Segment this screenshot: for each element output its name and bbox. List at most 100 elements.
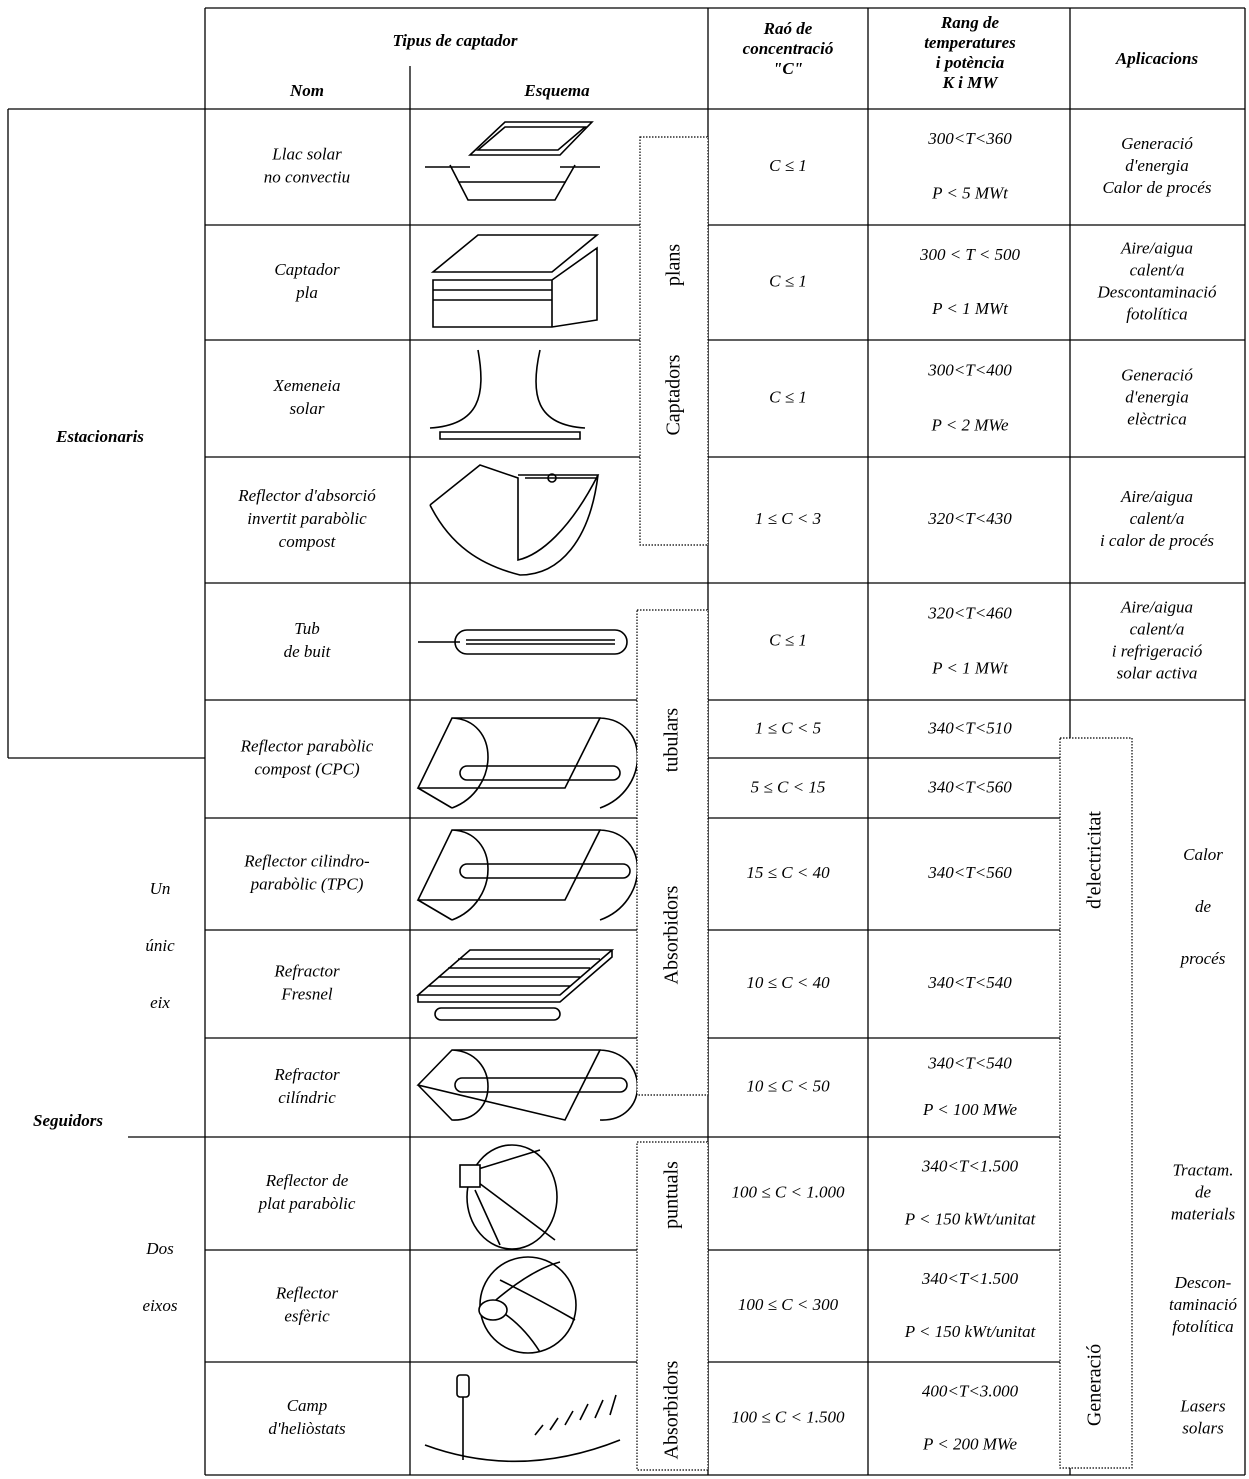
group-sub: eixos <box>143 1296 178 1315</box>
name: Reflector cilindro- <box>243 851 370 870</box>
temperature: 340<T<510 <box>927 718 1012 737</box>
application: de <box>1195 897 1212 916</box>
application: Aire/aigua <box>1120 487 1193 506</box>
header-nom: Nom <box>289 81 324 100</box>
name: de buit <box>284 642 332 661</box>
name: Camp <box>287 1396 328 1415</box>
vertical-label: d'electricitat <box>1084 811 1106 909</box>
vertical-label: plans <box>663 244 685 286</box>
application: solar activa <box>1117 663 1198 682</box>
application: taminació <box>1169 1295 1237 1314</box>
concentration: 100 ≤ C < 1.500 <box>732 1407 845 1426</box>
name: Fresnel <box>280 984 333 1003</box>
header-rao: concentració <box>743 39 834 58</box>
temperature: 300<T<400 <box>927 360 1012 379</box>
vertical-label: tubulars <box>661 708 683 773</box>
application: solars <box>1182 1418 1224 1437</box>
header-rang: K i MW <box>942 73 1000 92</box>
name: Tub <box>294 619 320 638</box>
temperature: 400<T<3.000 <box>922 1381 1019 1400</box>
group-seguidors: Seguidors <box>33 1111 103 1130</box>
application: Aire/aigua <box>1120 238 1193 257</box>
name: Xemeneia <box>272 376 340 395</box>
name: parabòlic (TPC) <box>250 874 364 893</box>
power: P < 150 kWt/unitat <box>904 1322 1037 1341</box>
application: d'energia <box>1125 387 1188 406</box>
header-rang: Rang de <box>940 13 1000 32</box>
application: Generació <box>1121 134 1193 153</box>
application: i refrigeració <box>1112 641 1203 660</box>
name: no convectiu <box>264 167 350 186</box>
name: Reflector d'absorció <box>237 486 376 505</box>
application: Aire/aigua <box>1120 597 1193 616</box>
application: Calor de procés <box>1103 178 1212 197</box>
temperature: 320<T<430 <box>927 509 1012 528</box>
header-rang: temperatures <box>924 33 1016 52</box>
name: Captador <box>274 260 340 279</box>
header-rang: i potència <box>936 53 1005 72</box>
group-sub: Dos <box>145 1239 174 1258</box>
power: P < 1 MWt <box>931 299 1009 318</box>
temperature: 340<T<560 <box>927 777 1012 796</box>
vertical-label: Absorbidors <box>661 885 683 984</box>
temperature: 300 < T < 500 <box>919 245 1021 264</box>
texts: Tipus de captador Nom Esquema Raó deconcent… <box>33 13 1237 1460</box>
application: i calor de procés <box>1100 531 1214 550</box>
name: plat parabòlic <box>258 1194 356 1213</box>
name: invertit parabòlic <box>247 509 367 528</box>
header-tipus: Tipus de captador <box>393 31 518 50</box>
concentration: C ≤ 1 <box>769 630 807 649</box>
name: cilíndric <box>278 1088 336 1107</box>
vertical-label: puntuals <box>661 1161 683 1229</box>
name: Llac solar <box>271 144 342 163</box>
temperature: 340<T<540 <box>927 973 1012 992</box>
application: Descon- <box>1174 1273 1232 1292</box>
power: P < 1 MWt <box>931 658 1009 677</box>
vertical-label: Generació <box>1084 1344 1106 1426</box>
schematics <box>415 121 639 1463</box>
header-aplicacions: Aplicacions <box>1115 49 1199 68</box>
concentration: 1 ≤ C < 3 <box>755 509 821 528</box>
application: calent/a <box>1130 619 1185 638</box>
name: Reflector parabòlic <box>240 736 374 755</box>
application: procés <box>1180 949 1226 968</box>
label-boxes <box>636 136 1133 1471</box>
concentration: 10 ≤ C < 40 <box>746 973 830 992</box>
name: Refractor <box>273 1065 340 1084</box>
group-sub: eix <box>150 993 170 1012</box>
vertical-label: Captadors <box>663 354 685 435</box>
application: d'energia <box>1125 156 1188 175</box>
temperature: 300<T<360 <box>927 129 1012 148</box>
application: calent/a <box>1130 509 1185 528</box>
concentration: C ≤ 1 <box>769 156 807 175</box>
concentration: C ≤ 1 <box>769 387 807 406</box>
application: Generació <box>1121 365 1193 384</box>
vertical-label: Absorbidors <box>661 1360 683 1459</box>
temperature: 340<T<540 <box>927 1054 1012 1073</box>
application: Lasers <box>1179 1396 1226 1415</box>
temperature: 340<T<1.500 <box>921 1269 1019 1288</box>
power: P < 5 MWt <box>931 184 1009 203</box>
application: Calor <box>1183 845 1223 864</box>
power: P < 100 MWe <box>922 1100 1018 1119</box>
application: Tractam. <box>1173 1160 1234 1179</box>
group-estacionaris: Estacionaris <box>55 427 144 446</box>
name: esfèric <box>284 1306 330 1325</box>
application: fotolítica <box>1126 304 1187 323</box>
name: compost (CPC) <box>254 759 360 778</box>
header-esquema: Esquema <box>523 81 590 100</box>
concentration: C ≤ 1 <box>769 271 807 290</box>
application: elèctrica <box>1127 409 1186 428</box>
name: pla <box>295 283 318 302</box>
application: materials <box>1171 1204 1236 1223</box>
power: P < 200 MWe <box>922 1435 1018 1454</box>
application: fotolítica <box>1172 1317 1233 1336</box>
concentration: 5 ≤ C < 15 <box>751 777 826 796</box>
application: calent/a <box>1130 260 1185 279</box>
application: Descontaminació <box>1097 282 1217 301</box>
group-sub: únic <box>145 936 175 955</box>
temperature: 320<T<460 <box>927 603 1012 622</box>
concentration: 100 ≤ C < 1.000 <box>732 1182 845 1201</box>
name: Reflector de <box>265 1171 349 1190</box>
